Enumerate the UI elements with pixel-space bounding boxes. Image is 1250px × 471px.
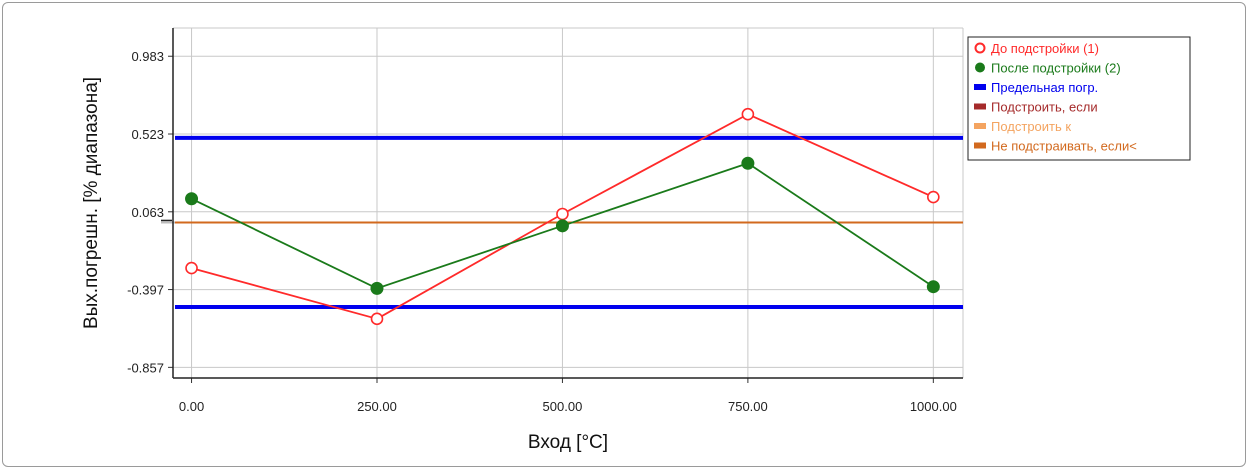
legend-marker: [974, 123, 986, 129]
y-tick-label: 0.983: [131, 49, 164, 64]
x-tick-label: 250.00: [357, 399, 397, 414]
legend-label: После подстройки (2): [991, 61, 1121, 76]
y-axis-title: Вых.погрешн. [% диапазона]: [81, 77, 102, 329]
data-point: [927, 190, 940, 204]
data-point: [185, 261, 198, 275]
data-point: [741, 156, 755, 170]
legend-label: Не подстраивать, если<: [991, 139, 1137, 154]
data-point: [370, 312, 384, 326]
data-point: [555, 219, 569, 233]
axes: 0.00 250.00 500.00 750.00 1000.00 0.983 0.523 0…: [127, 28, 963, 414]
y-tick-label: 0.523: [131, 127, 164, 142]
x-tick-label: 500.00: [543, 399, 583, 414]
data-point: [370, 281, 384, 295]
legend-label: Подстроить, если: [991, 100, 1098, 115]
legend-marker: [974, 42, 986, 54]
data-point: [185, 192, 199, 206]
legend-label: До подстройки (1): [991, 41, 1099, 56]
legend-label: Предельная погр.: [991, 80, 1098, 95]
series-group: [185, 107, 940, 326]
legend-box: [967, 36, 1191, 161]
data-point: [556, 207, 569, 221]
data-point: [741, 107, 755, 121]
legend-label: Подстроить к: [991, 119, 1071, 134]
legend-marker: [975, 62, 985, 73]
plot-area: [173, 28, 963, 378]
reference-lines: [175, 135, 963, 309]
y-tick-label: 0.063: [131, 205, 164, 220]
x-axis-title: Вход [°C]: [528, 432, 608, 453]
x-tick-label: 750.00: [728, 399, 768, 414]
legend: До подстройки (1) После подстройки (2) Пре…: [967, 36, 1191, 161]
y-tick-label: -0.397: [127, 283, 164, 298]
y-tick-label: -0.857: [127, 360, 164, 375]
legend-marker: [974, 142, 986, 149]
legend-marker: [974, 84, 986, 90]
x-tick-label: 1000.00: [910, 399, 957, 414]
legend-marker: [974, 103, 986, 110]
data-point: [926, 280, 940, 294]
x-tick-label: 0.00: [179, 399, 204, 414]
